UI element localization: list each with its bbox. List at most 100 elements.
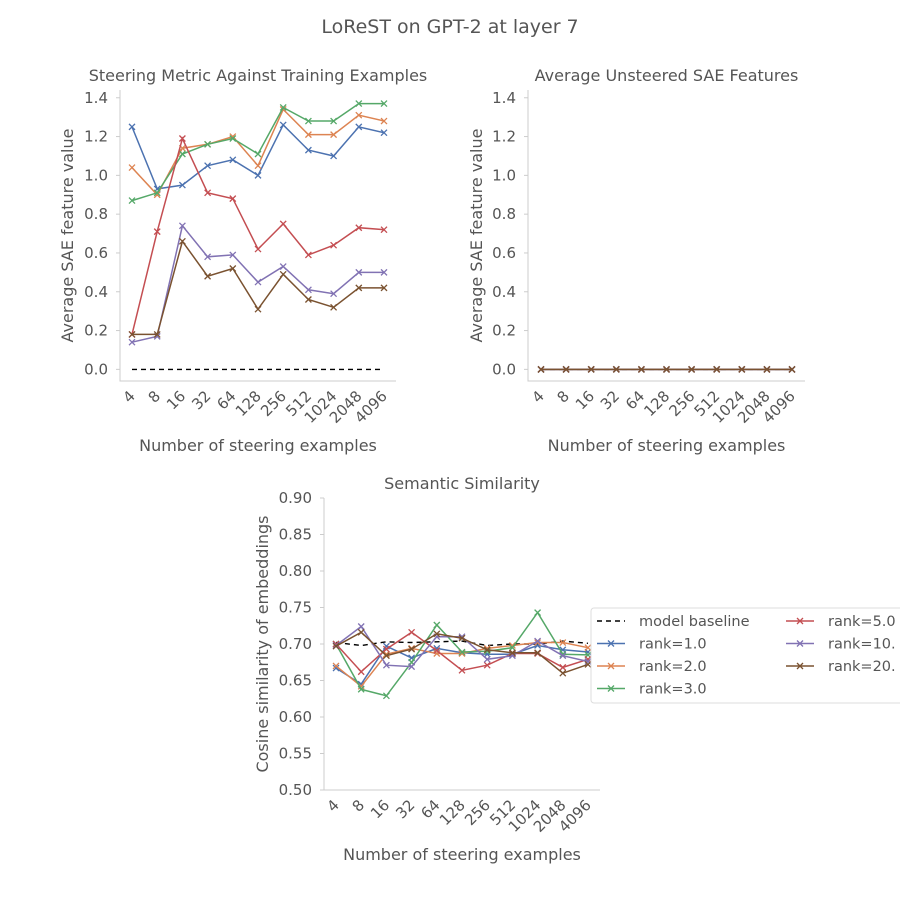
data-point bbox=[153, 189, 161, 197]
data-point bbox=[382, 645, 390, 653]
data-point bbox=[408, 628, 416, 636]
x-tick-label: 8 bbox=[553, 387, 572, 406]
x-axis-label: Number of steering examples bbox=[548, 436, 786, 455]
data-point bbox=[254, 162, 262, 170]
legend-entry: rank=2.0 bbox=[639, 659, 707, 675]
data-point bbox=[562, 365, 570, 373]
data-point bbox=[559, 669, 567, 677]
data-point bbox=[178, 150, 186, 158]
data-point bbox=[355, 268, 363, 276]
data-point bbox=[178, 135, 186, 142]
chart-panel-3: Semantic Similarity 0.50 0.55 0.60 0.65 0.70 0… bbox=[253, 474, 900, 864]
data-point bbox=[382, 650, 390, 658]
data-point bbox=[128, 197, 136, 205]
data-point bbox=[128, 338, 136, 346]
y-tick-label: 0.6 bbox=[492, 244, 516, 262]
legend-marker bbox=[796, 617, 804, 625]
data-point bbox=[279, 220, 287, 228]
y-tick-label: 0.0 bbox=[84, 360, 108, 378]
data-point bbox=[304, 131, 312, 139]
data-point bbox=[559, 639, 567, 646]
x-tick-label: 4 bbox=[323, 796, 342, 815]
data-point bbox=[279, 104, 287, 111]
data-point bbox=[330, 303, 338, 311]
data-point bbox=[433, 621, 441, 629]
y-axis-label: Average SAE feature value bbox=[58, 129, 77, 343]
data-point bbox=[584, 644, 592, 652]
data-point bbox=[508, 649, 516, 657]
data-point bbox=[304, 146, 312, 154]
y-tick-label: 1.4 bbox=[492, 89, 516, 107]
data-point bbox=[304, 251, 312, 259]
data-point bbox=[508, 644, 516, 652]
legend-entry: model baseline bbox=[639, 614, 750, 630]
x-axis-label: Number of steering examples bbox=[343, 845, 581, 864]
data-point bbox=[508, 652, 516, 660]
data-point bbox=[153, 330, 161, 338]
y-tick-label: 0.90 bbox=[279, 489, 312, 507]
data-point bbox=[382, 692, 390, 700]
data-point bbox=[357, 685, 365, 693]
data-point bbox=[178, 237, 186, 245]
data-point bbox=[408, 645, 416, 653]
y-tick-label: 1.2 bbox=[492, 128, 516, 146]
x-tick-label: 32 bbox=[392, 796, 418, 822]
data-point bbox=[380, 226, 388, 234]
legend-entry: rank=5.0 bbox=[828, 614, 896, 630]
data-point bbox=[304, 117, 312, 125]
data-point bbox=[128, 123, 136, 131]
data-point bbox=[355, 100, 363, 108]
chart-panel-2: Average Unsteered SAE Features 0.0 0.2 0.4 0… bbox=[467, 66, 805, 455]
data-point bbox=[332, 640, 340, 648]
data-point bbox=[357, 628, 365, 636]
series-line bbox=[131, 108, 385, 197]
data-point bbox=[332, 664, 340, 672]
data-point bbox=[279, 121, 287, 129]
data-point bbox=[204, 253, 212, 261]
legend-entry: rank=10. bbox=[828, 637, 896, 653]
legend-marker bbox=[796, 640, 804, 647]
chart-panel-1: Steering Metric Against Training Example… bbox=[58, 66, 427, 455]
legend-frame bbox=[590, 607, 900, 704]
legend-marker bbox=[796, 662, 804, 670]
x-tick-label: 4 bbox=[119, 387, 138, 406]
series-line bbox=[131, 224, 384, 343]
data-point bbox=[330, 290, 338, 298]
legend-marker bbox=[607, 685, 615, 692]
data-point bbox=[330, 117, 338, 125]
data-point bbox=[178, 222, 186, 230]
data-point bbox=[380, 117, 388, 125]
data-point bbox=[357, 668, 365, 676]
data-point bbox=[355, 224, 363, 232]
data-point bbox=[537, 365, 545, 373]
data-point bbox=[254, 245, 262, 253]
series-line bbox=[131, 123, 385, 190]
y-tick-label: 0.55 bbox=[279, 745, 312, 763]
data-point bbox=[229, 265, 237, 272]
y-tick-label: 1.4 bbox=[84, 89, 108, 107]
data-point bbox=[688, 365, 696, 373]
legend: model baseline rank=1.0 rank=2.0 rank=3.0 ra… bbox=[590, 607, 900, 704]
data-point bbox=[330, 152, 338, 160]
data-point bbox=[584, 660, 592, 668]
data-point bbox=[279, 263, 287, 270]
x-tick-label: 32 bbox=[597, 387, 623, 413]
data-point bbox=[204, 272, 212, 280]
x-tick-label: 16 bbox=[163, 387, 189, 413]
y-tick-label: 0.60 bbox=[279, 708, 312, 726]
data-point bbox=[229, 251, 237, 259]
data-point bbox=[559, 652, 567, 660]
y-tick-label: 0.8 bbox=[84, 205, 108, 223]
y-axis-label: Cosine similarity of embeddings bbox=[253, 515, 272, 772]
data-point bbox=[355, 123, 363, 131]
data-point bbox=[229, 195, 237, 203]
data-point bbox=[382, 652, 390, 660]
axes-spines bbox=[527, 90, 805, 382]
data-point bbox=[788, 365, 796, 373]
data-point bbox=[433, 644, 441, 652]
data-point bbox=[279, 270, 287, 278]
data-point bbox=[584, 658, 592, 665]
y-tick-label: 0.4 bbox=[84, 283, 108, 301]
x-axis-label: Number of steering examples bbox=[139, 436, 377, 455]
